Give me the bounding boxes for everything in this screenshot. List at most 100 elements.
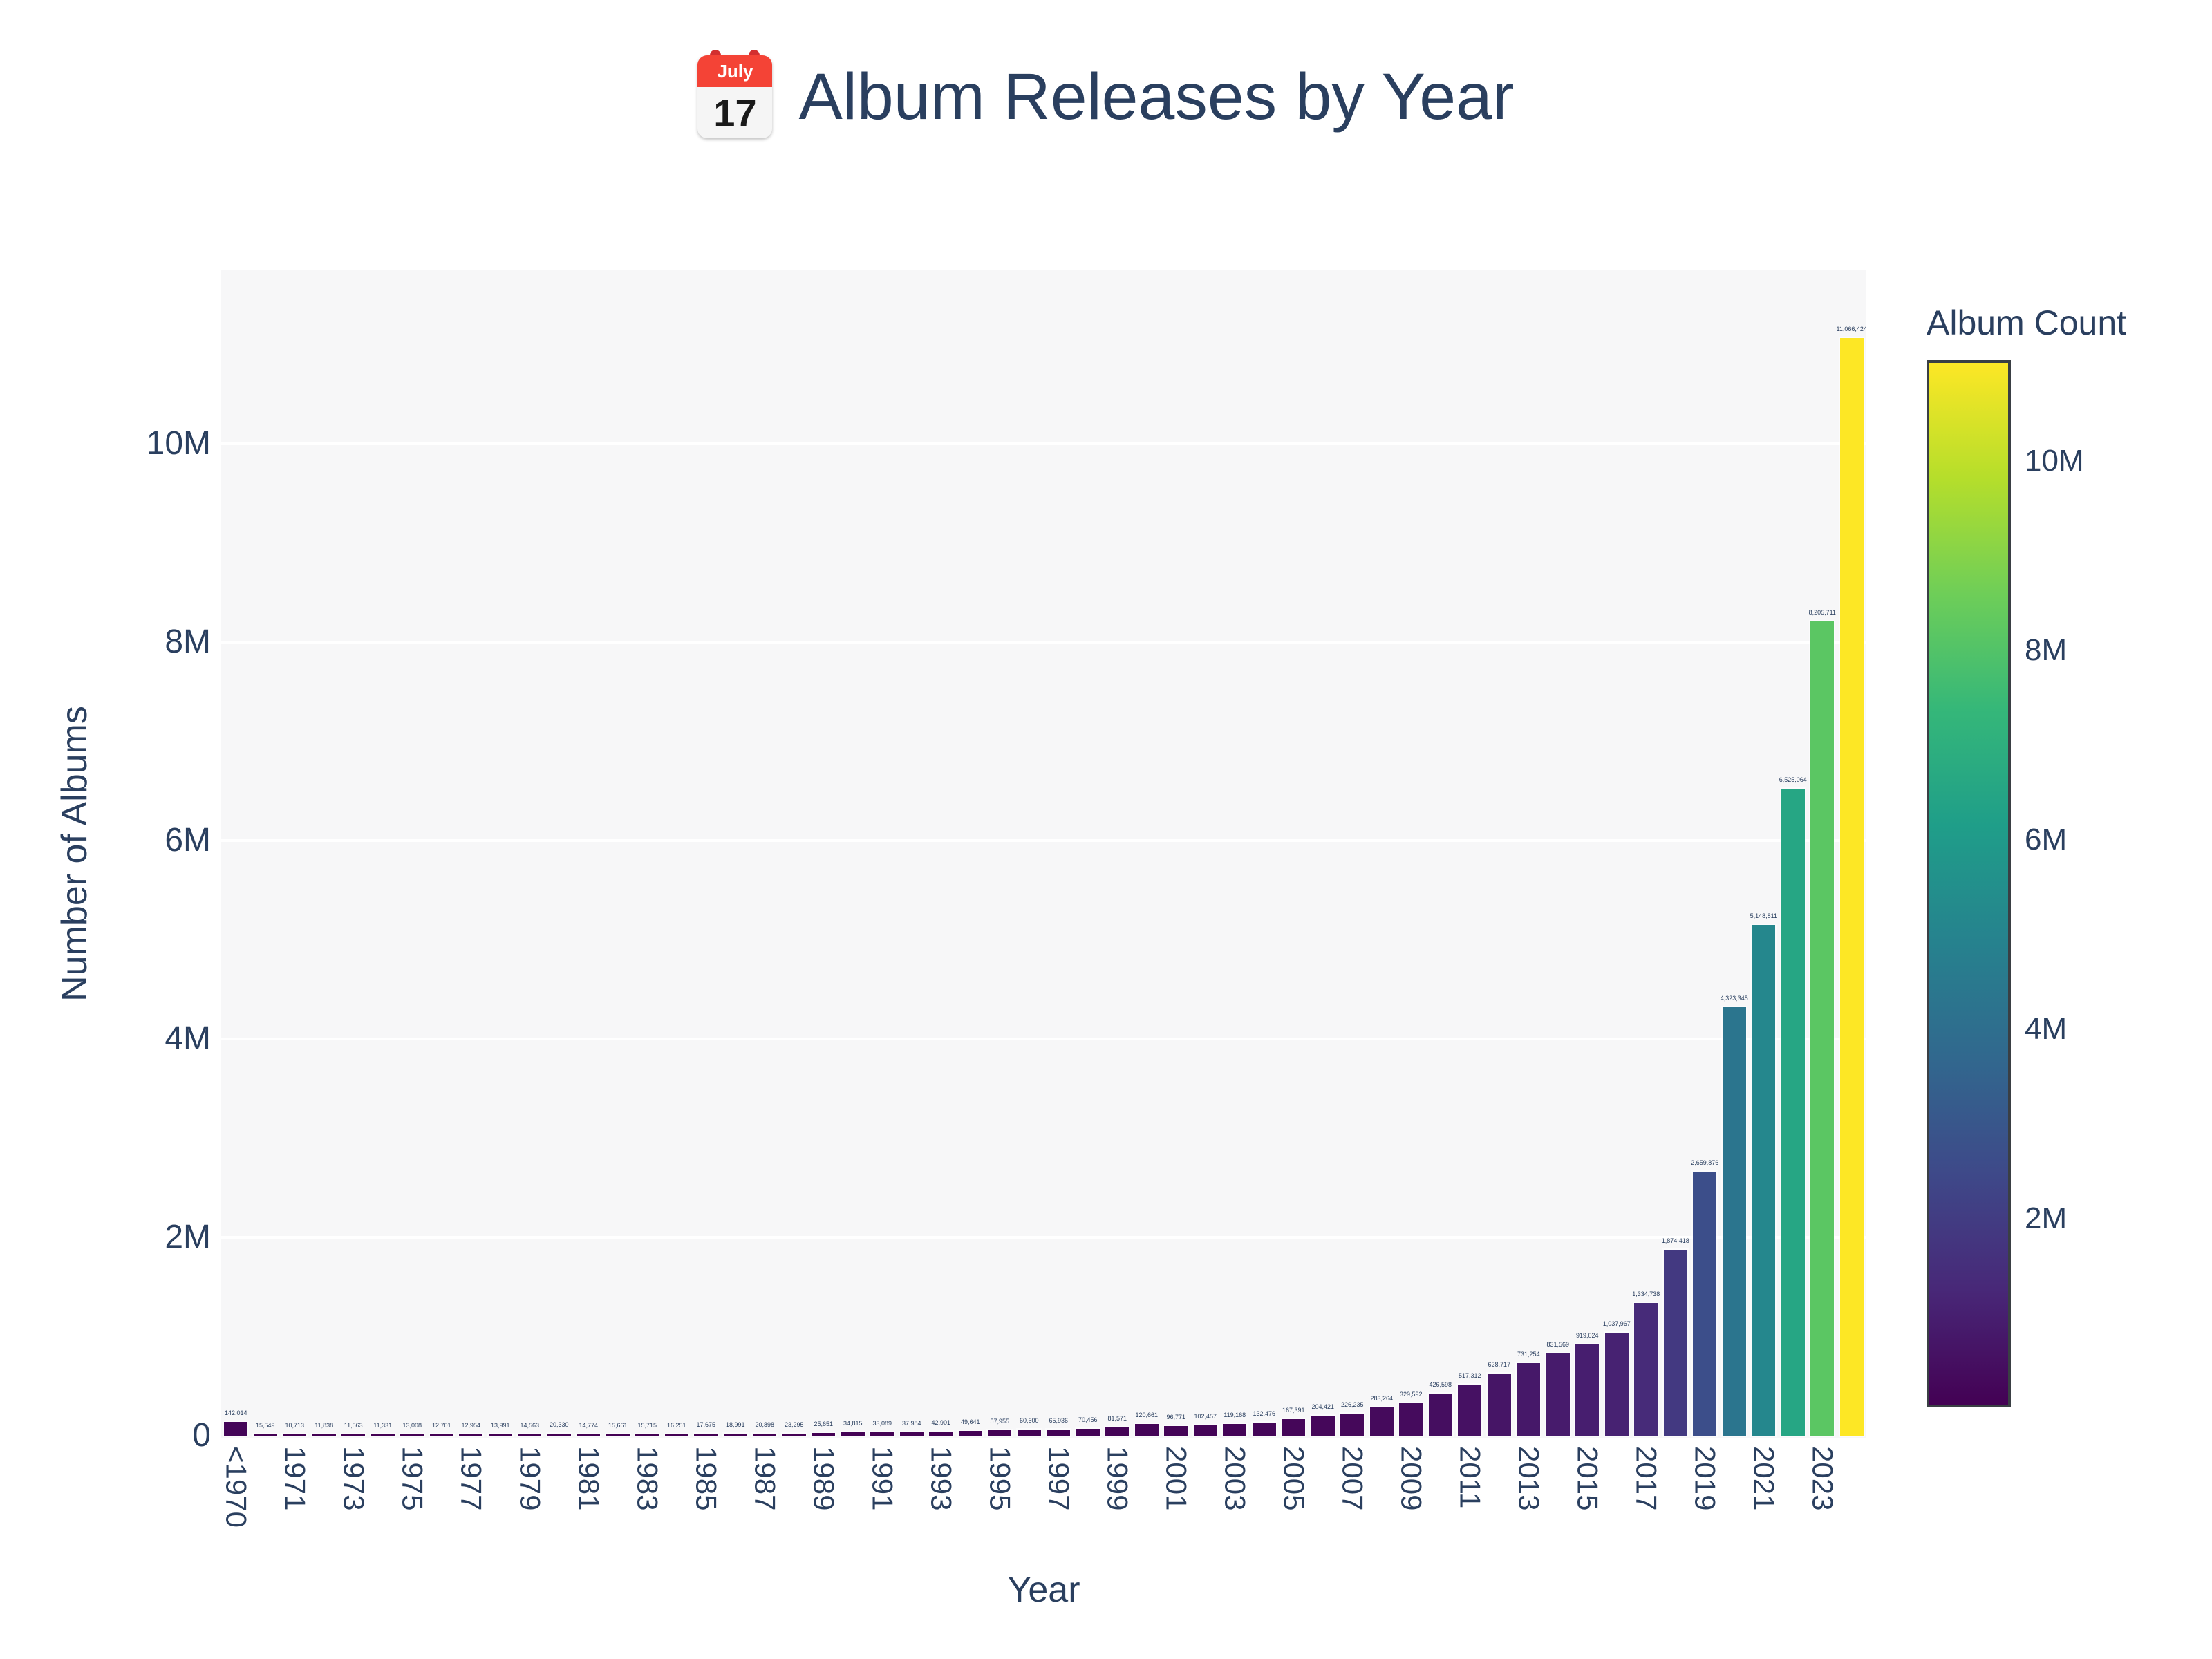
bar[interactable] [1663,1250,1687,1436]
bar-value-label: 23,295 [784,1421,804,1428]
bar[interactable] [1282,1418,1306,1436]
bar[interactable] [841,1432,865,1436]
bar[interactable] [1634,1303,1658,1436]
bar[interactable] [870,1432,894,1436]
calendar-month: July [717,60,753,82]
bar[interactable] [577,1434,601,1436]
bar-value-label: 831,569 [1546,1340,1570,1348]
bar[interactable] [782,1433,806,1436]
bar[interactable] [488,1434,512,1436]
x-tick-label: 2021 [1747,1446,1781,1511]
colorbar-tick-label: 2M [2025,1201,2068,1236]
bar-value-label: 731,254 [1517,1351,1540,1358]
bar-value-label: 15,549 [255,1421,275,1429]
bar[interactable] [1193,1425,1217,1436]
x-tick-label: 2019 [1689,1446,1722,1511]
bar[interactable] [1693,1172,1717,1436]
bar[interactable] [753,1434,777,1436]
bar[interactable] [283,1434,307,1436]
bar[interactable] [429,1434,453,1436]
bar-value-label: 226,235 [1340,1400,1364,1408]
bar-value-label: 4,323,345 [1720,994,1748,1002]
bar[interactable] [694,1434,718,1436]
x-tick-label: 1995 [984,1446,1017,1511]
bar[interactable] [1076,1428,1100,1436]
bar-value-label: 1,037,967 [1602,1320,1631,1328]
colorbar-tick-label: 6M [2025,823,2068,857]
bar[interactable] [1781,788,1805,1436]
bar[interactable] [1839,337,1864,1436]
colorbar-title: Album Count [1927,303,2127,342]
bar-value-label: 11,331 [373,1422,393,1430]
bar[interactable] [253,1434,277,1436]
bar[interactable] [400,1434,424,1436]
x-tick-label: 1993 [925,1446,958,1511]
bar[interactable] [341,1434,366,1436]
bar[interactable] [812,1433,836,1436]
bar[interactable] [1487,1373,1511,1436]
bar-value-label: 20,898 [755,1421,775,1429]
bar[interactable] [1575,1344,1600,1436]
bar[interactable] [518,1434,542,1436]
bar[interactable] [1105,1427,1130,1436]
x-tick-label: 2017 [1630,1446,1663,1511]
bar-value-label: 142,014 [224,1409,247,1416]
bar[interactable] [547,1434,571,1436]
x-tick-label: 1987 [749,1446,782,1511]
bar[interactable] [988,1430,1012,1436]
x-tick-label: 1979 [514,1446,547,1511]
bar[interactable] [1399,1403,1423,1436]
bar[interactable] [899,1432,924,1436]
bar[interactable] [1223,1423,1247,1436]
plot-area: 142,014 15,549 10,713 11,838 11,563 11,331 13,… [221,270,1867,1438]
bar[interactable] [635,1434,659,1436]
bar[interactable] [371,1434,395,1436]
bar[interactable] [1047,1429,1071,1436]
bar[interactable] [1546,1353,1570,1436]
x-tick-label: 1999 [1101,1446,1134,1511]
bar[interactable] [958,1430,982,1436]
chart-header: July 17 Album Releases by Year [0,41,2212,152]
bar-value-label: 15,715 [637,1421,657,1429]
bar-value-label: 33,089 [872,1420,892,1427]
colorbar-tick-label: 10M [2025,444,2084,478]
bar-value-label: 8,205,711 [1808,609,1836,617]
bar[interactable] [459,1434,483,1436]
bar[interactable] [312,1434,336,1436]
bar[interactable] [1458,1384,1482,1436]
x-axis-title: Year [1007,1570,1080,1610]
bar[interactable] [1517,1363,1541,1436]
y-tick-label: 0 [192,1417,211,1454]
bar[interactable] [1340,1413,1365,1436]
bar-value-label: 12,954 [461,1422,481,1430]
bar[interactable] [1810,621,1835,1436]
bar[interactable] [1017,1430,1041,1436]
x-tick-label: 2007 [1336,1446,1369,1511]
bar-value-label: 13,991 [490,1422,510,1429]
bar-value-label: 628,717 [1488,1360,1511,1368]
bar[interactable] [664,1434,688,1436]
bar[interactable] [1164,1426,1188,1436]
bar[interactable] [1369,1407,1394,1436]
gridline [221,641,1866,644]
bar[interactable] [1752,925,1776,1436]
bar[interactable] [606,1434,630,1436]
bar-value-label: 96,771 [1166,1414,1186,1421]
bar[interactable] [1428,1393,1452,1436]
bar[interactable] [1311,1415,1335,1436]
bar[interactable] [224,1421,248,1436]
x-tick-label: 1981 [572,1446,606,1511]
bar-value-label: 34,815 [843,1420,863,1427]
bar[interactable] [1604,1333,1629,1436]
x-tick-label: 1971 [279,1446,312,1511]
x-tick-label: 2001 [1160,1446,1193,1511]
bar[interactable] [929,1431,953,1436]
x-tick-label: 2013 [1512,1446,1546,1511]
bar[interactable] [1134,1423,1159,1436]
bar[interactable] [1722,1006,1746,1436]
x-tick-label: 2023 [1806,1446,1839,1511]
bar[interactable] [723,1434,747,1436]
bar-value-label: 119,168 [1224,1411,1246,1418]
bar[interactable] [1252,1423,1276,1436]
y-axis-title: Number of Albums [55,706,95,1002]
